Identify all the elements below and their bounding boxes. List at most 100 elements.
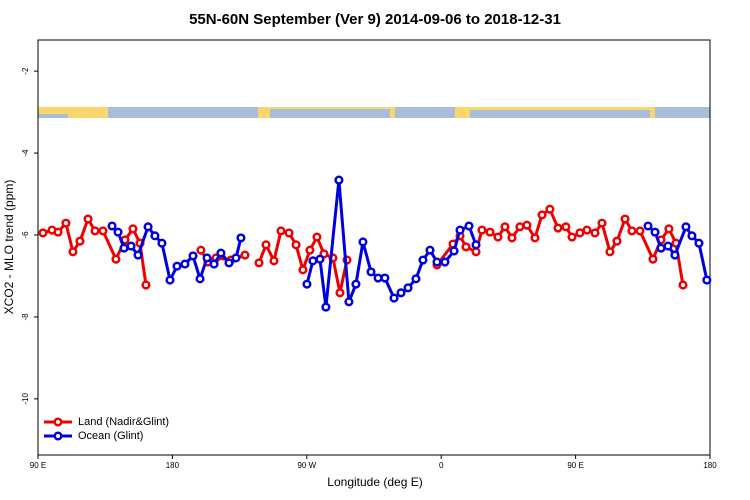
data-point [575, 228, 585, 238]
data-point [344, 297, 354, 307]
legend-marker [53, 431, 63, 441]
x-tick-label: 180 [166, 461, 180, 470]
y-tick-label: -8 [21, 313, 30, 321]
data-point [308, 256, 318, 266]
x-tick-label: 0 [439, 461, 444, 470]
y-axis-label: XCO2 - MLO trend (ppm) [2, 180, 16, 315]
data-point [545, 204, 555, 214]
data-point [477, 225, 487, 235]
data-point [455, 225, 465, 235]
x-tick-label: 90 W [297, 461, 316, 470]
data-point [224, 258, 234, 268]
data-point [553, 223, 563, 233]
data-point [291, 240, 301, 250]
data-point [269, 256, 279, 266]
legend-label: Land (Nadir&Glint) [78, 416, 169, 428]
data-point [643, 221, 653, 231]
data-point [150, 231, 160, 241]
data-point [389, 293, 399, 303]
data-point [254, 258, 264, 268]
data-point [236, 233, 246, 243]
plot-frame [37, 39, 711, 456]
land-ocean-strip [38, 107, 710, 118]
data-point [113, 227, 123, 237]
data-point [107, 221, 117, 231]
data-point [366, 267, 376, 277]
data-point [312, 232, 322, 242]
data-point [530, 233, 540, 243]
data-point [432, 257, 442, 267]
x-axis-label: Longitude (deg E) [327, 475, 422, 489]
y-tick-label: -10 [21, 393, 30, 405]
data-point [373, 273, 383, 283]
data-point [678, 280, 688, 290]
data-point [411, 274, 421, 284]
data-point [537, 210, 547, 220]
data-point [620, 214, 630, 224]
data-point [180, 259, 190, 269]
data-point [126, 241, 136, 251]
data-point [471, 240, 481, 250]
data-point [61, 218, 71, 228]
data-point [209, 259, 219, 269]
data-point [507, 233, 517, 243]
data-point [111, 254, 121, 264]
x-tick-label: 90 E [30, 461, 46, 470]
data-point [119, 243, 129, 253]
data-point [650, 227, 660, 237]
data-point [681, 222, 691, 232]
y-tick-label: -2 [21, 67, 30, 75]
data-point [216, 248, 226, 258]
data-point [590, 228, 600, 238]
data-point [485, 227, 495, 237]
data-point [670, 250, 680, 260]
data-point [302, 279, 312, 289]
data-point [403, 283, 413, 293]
data-point [418, 255, 428, 265]
legend-marker [53, 417, 63, 427]
data-point [321, 302, 331, 312]
data-point [396, 288, 406, 298]
data-point [664, 224, 674, 234]
data-point [83, 214, 93, 224]
data-point [605, 247, 615, 257]
data-point [240, 250, 250, 260]
data-point [656, 243, 666, 253]
data-point [464, 221, 474, 231]
data-point [471, 247, 481, 257]
data-point [597, 218, 607, 228]
data-point [202, 253, 212, 263]
data-point [133, 250, 143, 260]
data-point [627, 226, 637, 236]
x-tick-label: 180 [703, 461, 717, 470]
data-point [90, 226, 100, 236]
data-point [172, 261, 182, 271]
data-point [165, 275, 175, 285]
data-point [582, 225, 592, 235]
x-tick-label: 90 E [567, 461, 583, 470]
chart-title: 55N-60N September (Ver 9) 2014-09-06 to … [189, 11, 561, 28]
data-point [157, 238, 167, 248]
data-point [515, 222, 525, 232]
data-point [261, 240, 271, 250]
legend-label: Ocean (Glint) [78, 430, 143, 442]
data-point [305, 245, 315, 255]
data-point [635, 226, 645, 236]
data-point [188, 251, 198, 261]
data-point [75, 236, 85, 246]
data-point [98, 226, 108, 236]
data-point [315, 254, 325, 264]
data-point [53, 227, 63, 237]
data-point [143, 222, 153, 232]
data-point [493, 232, 503, 242]
data-point [522, 220, 532, 230]
data-point [702, 275, 712, 285]
data-point [276, 226, 286, 236]
data-point [68, 247, 78, 257]
data-point [449, 246, 459, 256]
data-point [284, 228, 294, 238]
data-point [141, 280, 151, 290]
y-tick-label: -6 [21, 231, 30, 239]
data-point [567, 232, 577, 242]
